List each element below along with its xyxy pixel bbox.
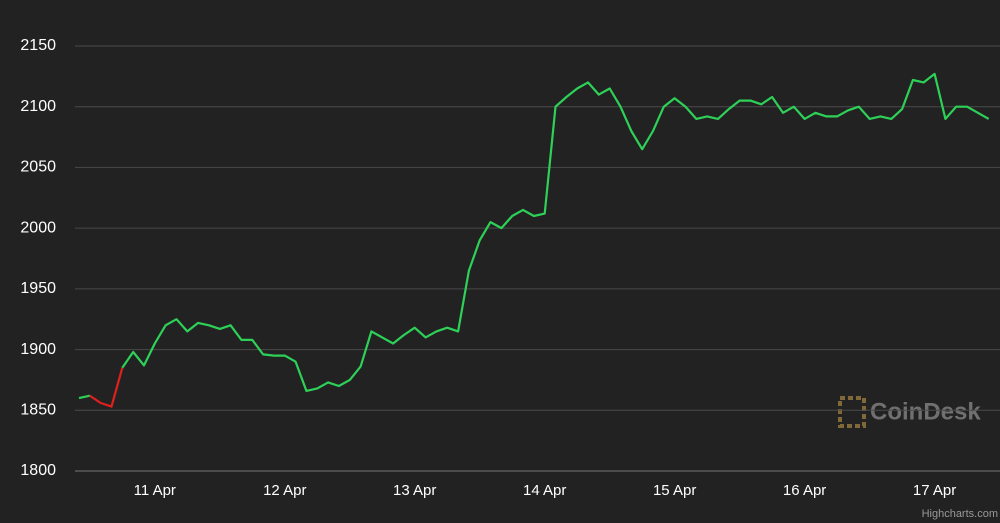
price-line (121, 72, 990, 392)
watermark-group: CoinDesk (838, 396, 981, 428)
x-tick-label: 14 Apr (523, 482, 566, 499)
watermark-logo (838, 396, 866, 428)
x-tick-label: 17 Apr (913, 482, 956, 499)
y-tick-label: 2100 (20, 98, 56, 115)
x-tick-label: 13 Apr (393, 482, 436, 499)
y-tick-label: 2050 (20, 159, 56, 176)
y-tick-label: 2000 (20, 219, 56, 236)
x-tick-label: 11 Apr (134, 482, 176, 499)
price-line (78, 394, 91, 400)
y-tick-label: 1800 (20, 462, 56, 479)
y-tick-label: 2150 (20, 37, 56, 54)
x-tick-label: 16 Apr (783, 482, 826, 499)
x-tick-label: 15 Apr (653, 482, 696, 499)
x-tick-label: 12 Apr (263, 482, 306, 499)
credit: Highcharts.com (922, 508, 998, 520)
watermark: CoinDesk (870, 398, 981, 425)
y-tick-label: 1950 (20, 280, 56, 297)
price-line (89, 367, 124, 408)
y-tick-label: 1900 (20, 341, 56, 358)
y-tick-label: 1850 (20, 402, 56, 419)
